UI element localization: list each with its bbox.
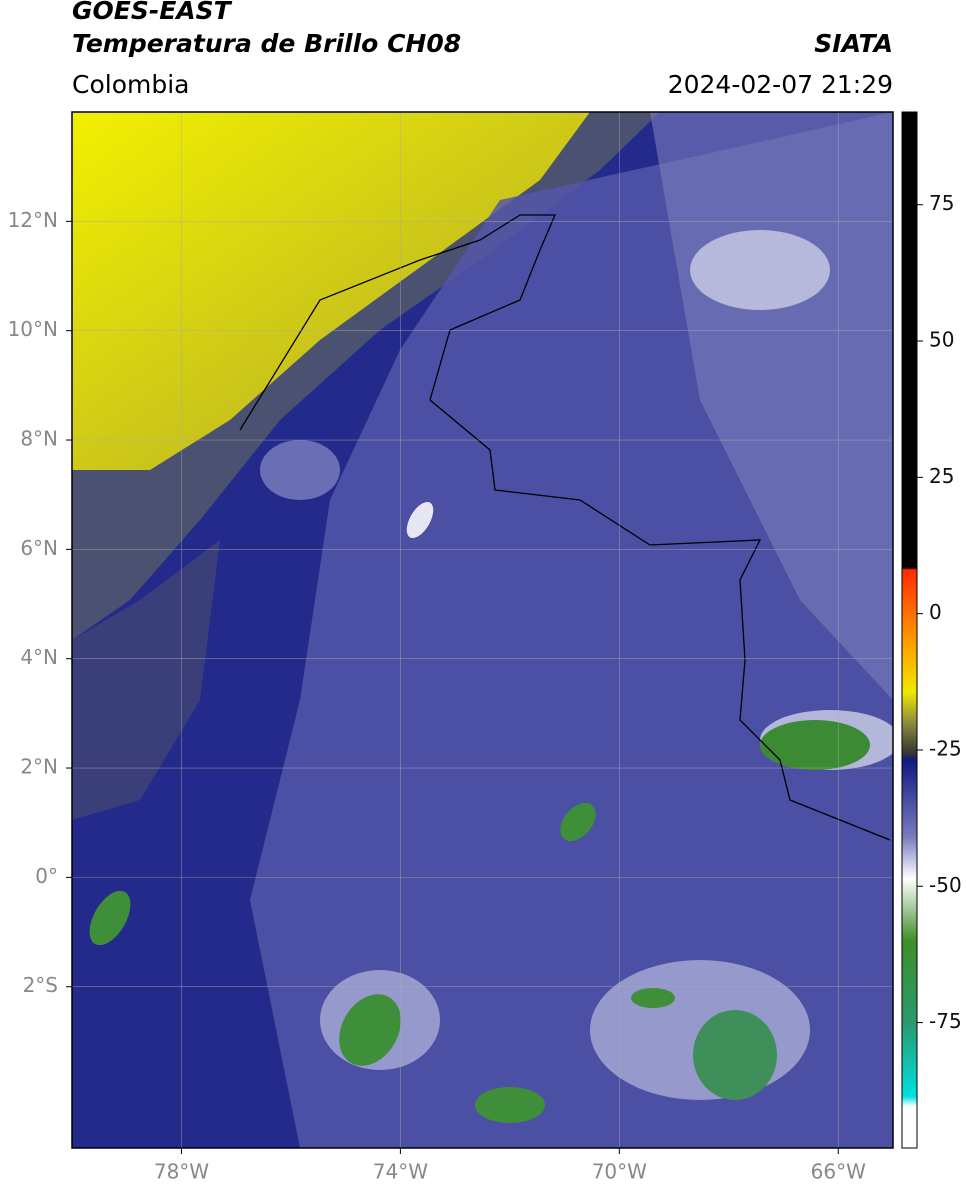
y-tick-label: 6°N: [20, 536, 58, 560]
y-tick-label: 0°: [35, 864, 58, 888]
colorbar: [901, 111, 918, 1149]
colorbar-tick-label: 50: [929, 328, 954, 352]
title: GOES-EAST: [72, 0, 233, 25]
x-tick-label: 70°W: [592, 1160, 647, 1184]
colorbar-tick-label: 25: [929, 464, 954, 488]
colorbar-tick-label: -25: [929, 736, 962, 760]
y-tick-label: 8°N: [20, 427, 58, 451]
subtitle: Temperatura de Brillo CH08: [72, 29, 461, 58]
colorbar-tick-label: -50: [929, 873, 962, 897]
colorbar-tick-label: 75: [929, 191, 954, 215]
colorbar-tick-label: 0: [929, 600, 942, 624]
colorbar-tick-label: -75: [929, 1009, 962, 1033]
y-tick-label: 2°N: [20, 755, 58, 779]
map-frame: [71, 111, 894, 1149]
datetime: 2024-02-07 21:29: [668, 70, 893, 99]
map-image: [72, 112, 893, 1148]
graticule: [72, 112, 893, 1148]
x-tick-label: 78°W: [154, 1160, 209, 1184]
y-tick-label: 12°N: [8, 208, 58, 232]
y-tick-label: 10°N: [8, 317, 58, 341]
region: Colombia: [72, 70, 189, 99]
x-tick-label: 74°W: [373, 1160, 428, 1184]
source: SIATA: [814, 29, 893, 58]
y-tick-label: 4°N: [20, 645, 58, 669]
y-tick-label: 2°S: [23, 973, 58, 997]
x-tick-label: 66°W: [811, 1160, 866, 1184]
